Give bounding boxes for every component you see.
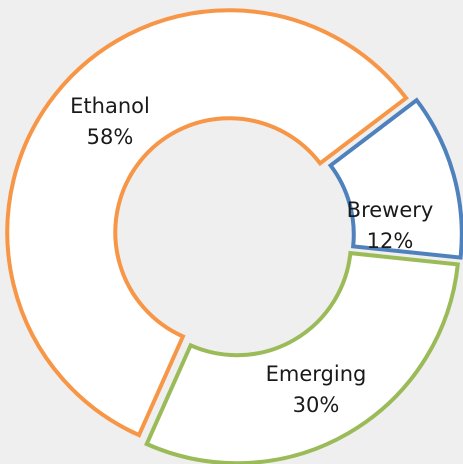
- value-label: 30%: [293, 393, 340, 417]
- value-label: 58%: [87, 125, 134, 149]
- category-label: Emerging: [266, 362, 367, 386]
- category-label: Ethanol: [70, 94, 150, 118]
- value-label: 12%: [367, 229, 414, 253]
- category-label: Brewery: [347, 198, 434, 222]
- donut-segment: [327, 97, 463, 260]
- donut-segment: [144, 250, 460, 464]
- donut-segment: [5, 8, 409, 438]
